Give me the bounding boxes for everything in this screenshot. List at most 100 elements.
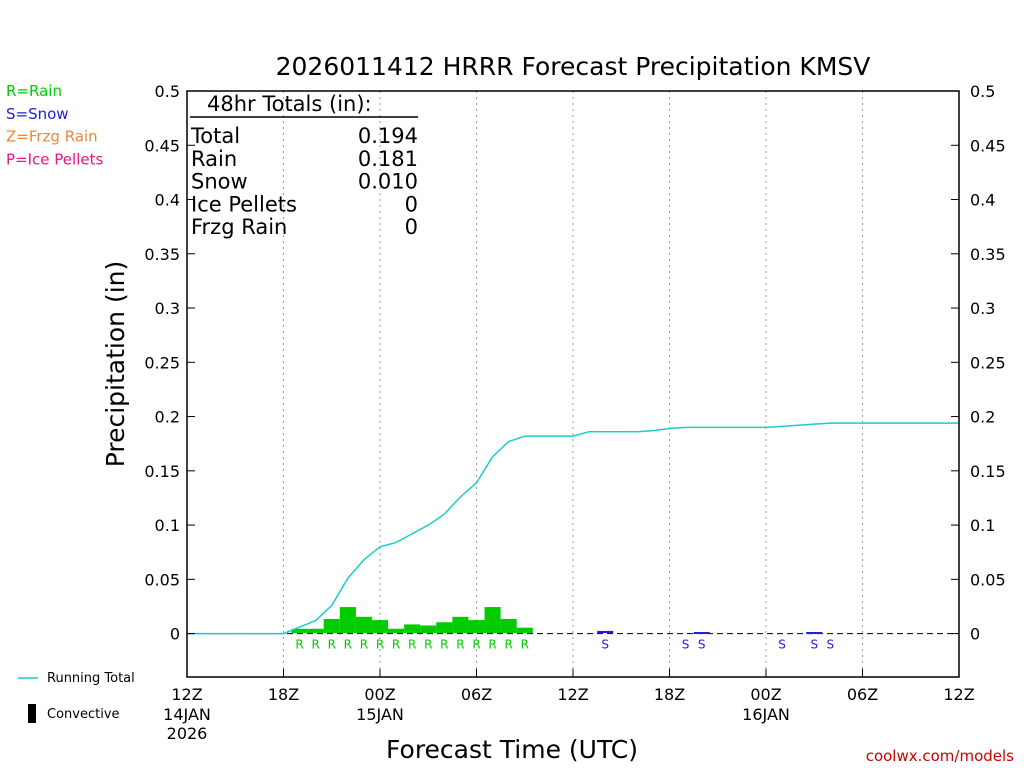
y-tick-label-left: 0.25 — [144, 353, 180, 372]
x-tick-sublabel: 15JAN — [356, 705, 404, 724]
type-legend-entry: S=Snow — [6, 105, 69, 123]
y-tick-label-left: 0.15 — [144, 462, 180, 481]
snow-marker: S — [682, 638, 690, 652]
x-tick-sublabel: 2026 — [167, 724, 208, 743]
y-tick-label-left: 0.2 — [155, 408, 180, 427]
totals-row-value: 0.181 — [358, 147, 418, 171]
y-tick-label-right: 0.1 — [970, 516, 995, 535]
totals-row-value: 0.010 — [358, 170, 418, 194]
snow-bar — [693, 632, 710, 635]
x-tick-label: 00Z — [750, 685, 781, 704]
rain-bar — [323, 618, 340, 634]
y-tick-label-left: 0.4 — [155, 191, 180, 210]
x-tick-label: 12Z — [943, 685, 974, 704]
credit-text: coolwx.com/models — [866, 747, 1014, 765]
y-tick-label-right: 0.3 — [970, 299, 995, 318]
snow-marker: S — [827, 638, 835, 652]
type-legend-entry: Z=Frzg Rain — [6, 128, 98, 146]
totals-row-label: Total — [190, 124, 240, 148]
rain-bar — [436, 622, 453, 634]
x-tick-label: 12Z — [171, 685, 202, 704]
y-tick-label-right: 0.25 — [970, 353, 1006, 372]
rain-marker: R — [504, 638, 512, 652]
rain-bar — [355, 616, 372, 634]
snow-marker: S — [601, 638, 609, 652]
y-tick-label-left: 0.1 — [155, 516, 180, 535]
chart-title: 2026011412 HRRR Forecast Precipitation K… — [276, 52, 871, 81]
rain-marker: R — [311, 638, 319, 652]
snow-bar — [597, 630, 614, 634]
rain-bar — [500, 618, 517, 634]
rain-marker: R — [440, 638, 448, 652]
rain-marker: R — [376, 638, 384, 652]
legend-swatch-bar — [28, 704, 36, 723]
totals-row-label: Snow — [191, 170, 248, 194]
rain-marker: R — [295, 638, 303, 652]
totals-row-value: 0 — [405, 215, 418, 239]
rain-marker: R — [360, 638, 368, 652]
y-tick-label-left: 0.5 — [155, 82, 180, 101]
y-tick-label-left: 0.05 — [144, 570, 180, 589]
rain-bar — [452, 616, 469, 634]
rain-marker: R — [488, 638, 496, 652]
totals-row-label: Frzg Rain — [191, 215, 287, 239]
rain-marker: R — [344, 638, 352, 652]
rain-bar — [339, 607, 356, 634]
x-tick-label: 00Z — [364, 685, 395, 704]
rain-bar — [404, 624, 421, 634]
snow-marker: S — [698, 638, 706, 652]
type-legend-entry: P=Ice Pellets — [6, 150, 103, 168]
snow-marker: S — [778, 638, 786, 652]
x-tick-label: 18Z — [654, 685, 685, 704]
y-axis-label: Precipitation (in) — [101, 261, 130, 468]
y-tick-label-right: 0.5 — [970, 82, 995, 101]
x-tick-label: 06Z — [461, 685, 492, 704]
x-tick-label: 18Z — [268, 685, 299, 704]
x-tick-label: 06Z — [847, 685, 878, 704]
rain-bar — [516, 627, 533, 634]
rain-bar — [291, 628, 308, 634]
rain-bar — [388, 628, 405, 634]
y-tick-label-right: 0.15 — [970, 462, 1006, 481]
y-tick-label-left: 0 — [170, 625, 180, 644]
type-legend-entry: R=Rain — [6, 82, 62, 100]
rain-bar — [484, 607, 501, 634]
rain-marker: R — [328, 638, 336, 652]
totals-row-value: 0.194 — [358, 124, 418, 148]
rain-marker: R — [472, 638, 480, 652]
x-axis-label: Forecast Time (UTC) — [386, 735, 638, 764]
rain-marker: R — [456, 638, 464, 652]
snow-marker: S — [810, 638, 818, 652]
rain-marker: R — [392, 638, 400, 652]
y-tick-label-right: 0.05 — [970, 570, 1006, 589]
y-tick-label-right: 0.2 — [970, 408, 995, 427]
snow-bar — [806, 632, 823, 635]
rain-bar — [468, 620, 485, 634]
x-tick-sublabel: 14JAN — [163, 705, 211, 724]
vertical-grid — [187, 91, 959, 677]
legend-label: Running Total — [47, 671, 135, 686]
running-total-series — [187, 422, 959, 635]
x-tick-sublabel: 16JAN — [742, 705, 790, 724]
rain-marker: R — [521, 638, 529, 652]
y-tick-label-right: 0 — [970, 625, 980, 644]
rain-marker: R — [408, 638, 416, 652]
running-total-line — [187, 422, 959, 635]
rain-bar — [371, 620, 389, 634]
y-tick-label-left: 0.45 — [144, 136, 180, 155]
totals-heading: 48hr Totals (in): — [207, 92, 372, 116]
totals-row-value: 0 — [405, 192, 418, 216]
chart-text: 0 00.05 0.050.1 0.10.15 0.150.2 0.20.25 0.250.… — [6, 52, 1014, 765]
rain-bar — [420, 625, 437, 634]
y-tick-label-right: 0.35 — [970, 245, 1006, 264]
legend-label: Convective — [47, 707, 120, 722]
rain-bar — [307, 628, 324, 634]
totals-row-label: Ice Pellets — [191, 192, 297, 216]
y-tick-label-left: 0.35 — [144, 245, 180, 264]
x-tick-label: 12Z — [557, 685, 588, 704]
totals-row-label: Rain — [191, 147, 237, 171]
y-tick-label-right: 0.45 — [970, 136, 1006, 155]
y-tick-label-right: 0.4 — [970, 191, 995, 210]
rain-marker: R — [424, 638, 432, 652]
